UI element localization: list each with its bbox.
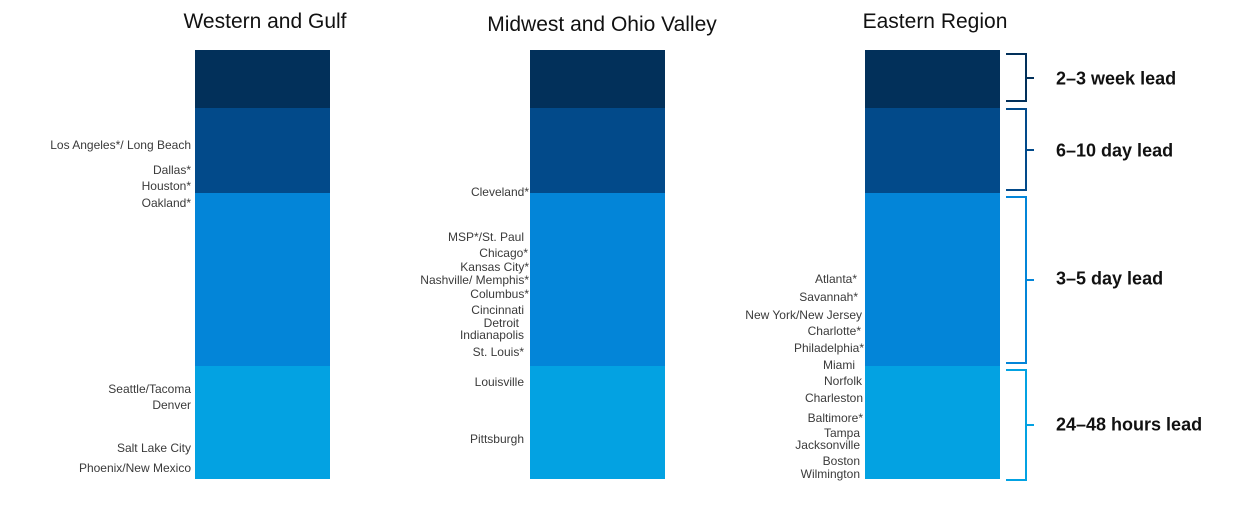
city-label: Columbus*	[470, 287, 529, 301]
band-24-48-hours	[865, 366, 1000, 479]
city-label: Denver	[152, 398, 191, 412]
city-label: Salt Lake City	[116, 441, 191, 455]
city-label: Phoenix/New Mexico	[78, 461, 191, 475]
bracket-3-5-day	[1006, 196, 1034, 364]
lead-label-24-48-hours: 24–48 hours lead	[1056, 414, 1203, 435]
band-2-3-week	[865, 50, 1000, 108]
city-label: Charlotte*	[807, 324, 861, 338]
city-label: Louisville	[474, 375, 524, 389]
band-24-48-hours	[195, 366, 330, 479]
city-label: Seattle/Tacoma	[108, 382, 191, 396]
bracket-2-3-week	[1006, 53, 1034, 102]
city-label: Nashville/ Memphis*	[420, 273, 529, 287]
city-label: Kansas City*	[460, 260, 529, 274]
city-label: Charleston	[804, 391, 863, 405]
band-2-3-week	[195, 50, 330, 108]
city-label: Norfolk	[823, 374, 862, 388]
band-3-5-day	[530, 193, 665, 366]
band-3-5-day	[865, 193, 1000, 366]
lead-label-6-10-day: 6–10 day lead	[1056, 140, 1174, 161]
city-label: Wilmington	[800, 467, 860, 481]
city-label: MSP*/St. Paul	[447, 230, 524, 244]
bracket-6-10-day	[1006, 108, 1034, 191]
city-label: Chicago*	[479, 246, 528, 260]
lead-label-2-3-week: 2–3 week lead	[1056, 68, 1177, 89]
band-2-3-week	[530, 50, 665, 108]
city-label: Tampa	[823, 426, 860, 440]
city-label: Savannah*	[799, 290, 858, 304]
city-label: Philadelphia*	[793, 341, 864, 355]
band-3-5-day	[195, 193, 330, 366]
lead-time-bar-western-gulf	[195, 50, 330, 479]
city-label: Los Angeles*/ Long Beach	[50, 138, 191, 152]
city-label: Atlanta*	[814, 272, 857, 286]
city-label: Baltimore*	[807, 411, 863, 425]
city-label: Indianapolis	[459, 328, 524, 342]
city-label: Houston*	[141, 179, 191, 193]
band-6-10-day	[195, 108, 330, 193]
band-6-10-day	[865, 108, 1000, 193]
region-title-eastern-region: Eastern Region	[862, 10, 1008, 33]
city-label: New York/New Jersey	[745, 308, 862, 322]
city-label: Dallas*	[152, 163, 191, 177]
lead-time-bar-eastern-region	[865, 50, 1000, 479]
city-label: Boston	[822, 454, 860, 468]
region-title-midwest-ohio-valley: Midwest and Ohio Valley	[487, 13, 717, 36]
city-label: St. Louis*	[472, 345, 524, 359]
city-label: Jacksonville	[795, 438, 860, 452]
lead-time-bar-midwest-ohio-valley	[530, 50, 665, 479]
region-title-western-gulf: Western and Gulf	[183, 10, 347, 33]
bracket-24-48-hours	[1006, 369, 1034, 481]
band-24-48-hours	[530, 366, 665, 479]
city-label: Miami	[823, 358, 855, 372]
city-label: Cleveland*	[470, 185, 529, 199]
band-6-10-day	[530, 108, 665, 193]
lead-label-3-5-day: 3–5 day lead	[1056, 268, 1164, 289]
lead-brackets	[1006, 53, 1034, 481]
city-label: Oakland*	[141, 196, 191, 210]
city-label: Detroit	[483, 316, 519, 330]
city-label: Cincinnati	[471, 303, 524, 317]
city-label: Pittsburgh	[469, 432, 524, 446]
